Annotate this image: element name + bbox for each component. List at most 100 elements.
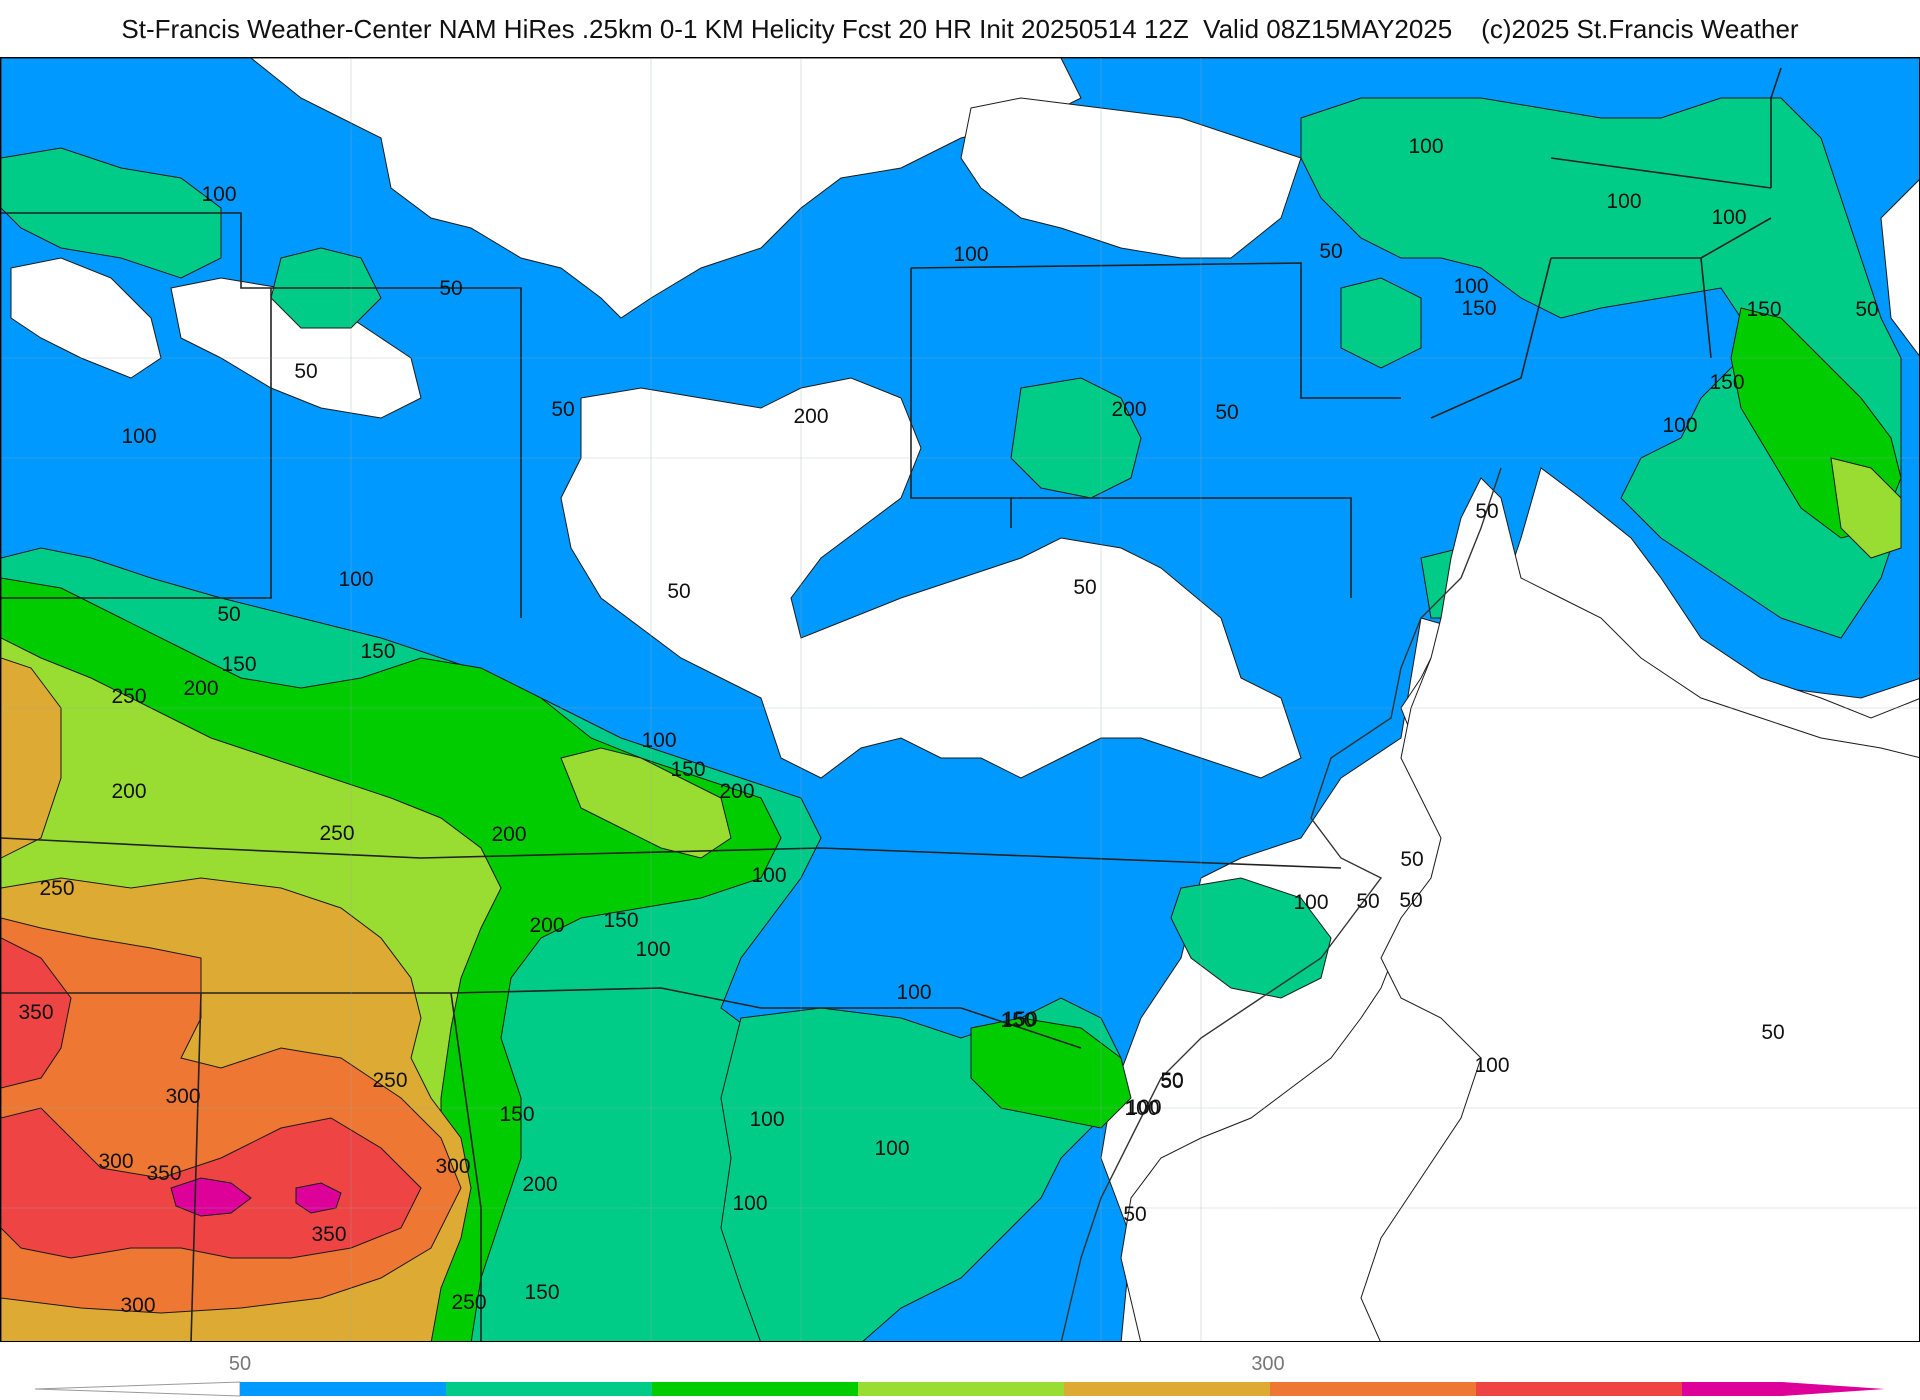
coastline xyxy=(1060,467,1502,1341)
helicity-band-100 xyxy=(1010,377,1142,499)
contour-label: 50 xyxy=(1215,401,1238,424)
contour-label: 100 xyxy=(1453,275,1488,298)
contour-label: 100 xyxy=(1474,1054,1509,1077)
contour-label: 50 xyxy=(551,398,574,421)
contour-label: 200 xyxy=(183,677,218,700)
contour-label: 100 xyxy=(641,729,676,752)
contour-label: 200 xyxy=(111,780,146,803)
map-title: St-Francis Weather-Center NAM HiRes .25k… xyxy=(121,14,1799,44)
state-boundary xyxy=(1,987,1082,1049)
contour-label: 50 xyxy=(1356,890,1379,913)
helicity-region-below-50 xyxy=(10,257,162,379)
contour-label: 250 xyxy=(451,1291,486,1314)
contour-label: 50 xyxy=(1761,1021,1784,1044)
contour-label: 350 xyxy=(311,1223,346,1246)
contour-label: 300 xyxy=(120,1294,155,1317)
helicity-map: 100 50 50 100 50 100 50 50 100 50 100 100 100 150 100 1… xyxy=(0,57,1920,1342)
contour-label: 150 xyxy=(1461,297,1496,320)
helicity-band-200 xyxy=(1830,457,1902,559)
state-boundary xyxy=(1700,257,1712,359)
contour-label: 100 xyxy=(338,568,373,591)
contour-label: 150 xyxy=(221,653,256,676)
contour-label: 150 xyxy=(1000,1009,1035,1032)
contour-label: 100 xyxy=(201,183,236,206)
contour-label: 300 xyxy=(165,1085,200,1108)
state-boundary xyxy=(1011,497,1352,598)
contour-label: 50 xyxy=(1319,240,1342,263)
colorbar: 50 300 xyxy=(34,1353,1885,1397)
colorbar-swatch xyxy=(446,1382,652,1396)
contour-label: 200 xyxy=(719,780,754,803)
helicity-band-350 xyxy=(1,937,72,1089)
helicity-region-below-50 xyxy=(170,277,422,419)
contour-label: 350 xyxy=(18,1001,53,1024)
contour-label: 50 xyxy=(1855,298,1878,321)
contour-label: 100 xyxy=(751,864,786,887)
contour-label: 50 xyxy=(1399,889,1422,912)
helicity-band-200 xyxy=(560,747,732,859)
state-boundary xyxy=(910,262,1401,399)
contour-label: 50 xyxy=(1073,576,1096,599)
contour-label: 100 xyxy=(1606,190,1641,213)
contour-label: 150 xyxy=(360,640,395,663)
contour-label: 150 xyxy=(524,1281,559,1304)
contour-label: 50 xyxy=(1160,1070,1183,1093)
helicity-band-400 xyxy=(170,1177,252,1217)
state-boundary xyxy=(1550,157,1772,189)
contour-label: 150 xyxy=(603,909,638,932)
contour-label: 250 xyxy=(372,1069,407,1092)
colorbar-tick-label: 300 xyxy=(1251,1353,1284,1375)
contour-label: 150 xyxy=(1709,371,1744,394)
state-boundary xyxy=(1430,257,1552,419)
contour-label: 50 xyxy=(294,360,317,383)
state-boundary xyxy=(190,992,202,1341)
contour-label: 100 xyxy=(1408,135,1443,158)
contour-label: 300 xyxy=(98,1150,133,1173)
contour-label: 100 xyxy=(874,1137,909,1160)
colorbar-swatch xyxy=(240,1382,446,1396)
contour-label: 100 xyxy=(896,981,931,1004)
colorbar-tick-label: 50 xyxy=(229,1353,251,1375)
ocean-area xyxy=(1360,477,1919,1341)
contour-label: 150 xyxy=(670,758,705,781)
colorbar-swatch xyxy=(1064,1382,1270,1396)
contour-label: 100 xyxy=(1124,1097,1159,1120)
contour-label: 100 xyxy=(953,243,988,266)
contour-label: 200 xyxy=(522,1173,557,1196)
helicity-band-100 xyxy=(1340,277,1422,369)
helicity-region-below-50 xyxy=(560,377,1302,779)
colorbar-swatch xyxy=(1476,1382,1682,1396)
contour-label: 200 xyxy=(1111,398,1146,421)
state-boundary xyxy=(1,212,522,348)
contour-label: 150 xyxy=(1746,298,1781,321)
contour-label: 200 xyxy=(529,914,564,937)
contour-label: 50 xyxy=(1475,500,1498,523)
contour-label: 50 xyxy=(217,603,240,626)
contour-label: 50 xyxy=(1400,848,1423,871)
contour-label: 100 xyxy=(732,1192,767,1215)
contour-label: 50 xyxy=(1123,1203,1146,1226)
helicity-band-100 xyxy=(1170,877,1332,999)
contour-label: 150 xyxy=(499,1103,534,1126)
contour-label: 100 xyxy=(121,425,156,448)
colorbar-swatch xyxy=(652,1382,858,1396)
helicity-region-below-50 xyxy=(960,97,1302,259)
contour-label: 250 xyxy=(319,822,354,845)
contour-label: 300 xyxy=(435,1155,470,1178)
colorbar-swatch xyxy=(1682,1382,1885,1396)
contour-label: 100 xyxy=(1293,891,1328,914)
state-boundary xyxy=(1,837,1342,869)
state-boundary xyxy=(1770,67,1782,188)
colorbar-min-arrow xyxy=(34,1381,241,1397)
contour-label: 200 xyxy=(793,405,828,428)
contour-label: 200 xyxy=(491,823,526,846)
contour-label: 100 xyxy=(1662,414,1697,437)
contour-label: 100 xyxy=(1711,206,1746,229)
contour-label: 350 xyxy=(146,1162,181,1185)
state-boundary xyxy=(1,288,272,599)
state-boundary xyxy=(910,268,1012,528)
contour-label: 150 xyxy=(1002,1008,1037,1031)
contour-label: 250 xyxy=(39,877,74,900)
colorbar-swatch xyxy=(858,1382,1064,1396)
